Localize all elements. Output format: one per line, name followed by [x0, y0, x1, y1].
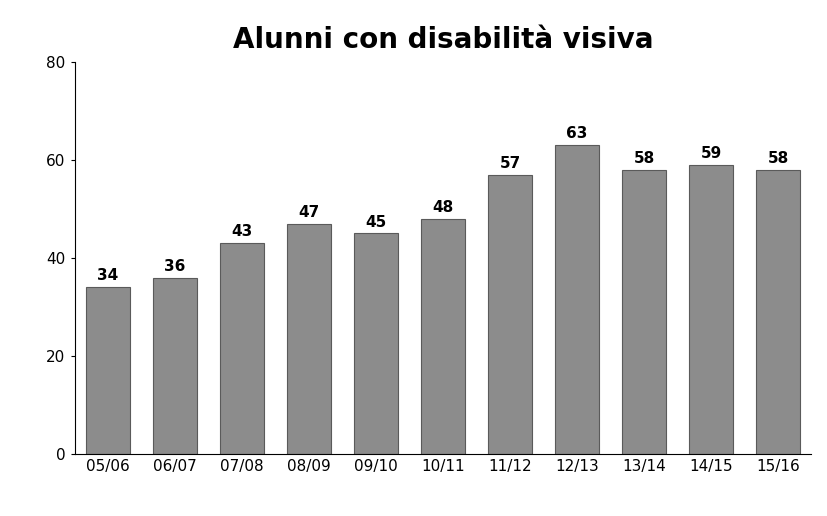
Text: 34: 34	[98, 268, 118, 283]
Title: Alunni con disabilità visiva: Alunni con disabilità visiva	[232, 26, 653, 54]
Bar	[488, 174, 531, 454]
Text: 45: 45	[365, 215, 386, 230]
Text: 59: 59	[700, 146, 720, 161]
Text: 47: 47	[298, 205, 319, 220]
Text: 43: 43	[231, 224, 252, 239]
Bar	[287, 224, 330, 454]
Bar	[354, 233, 397, 454]
Text: 58: 58	[633, 151, 654, 166]
Bar	[86, 287, 130, 454]
Bar	[755, 170, 799, 454]
Text: 63: 63	[566, 126, 587, 141]
Text: 58: 58	[767, 151, 787, 166]
Bar	[555, 146, 598, 454]
Bar	[153, 278, 197, 454]
Text: 57: 57	[499, 156, 520, 171]
Bar	[421, 219, 464, 454]
Text: 36: 36	[164, 259, 185, 273]
Text: 48: 48	[432, 200, 453, 215]
Bar	[688, 165, 732, 454]
Bar	[621, 170, 665, 454]
Bar	[220, 243, 264, 454]
